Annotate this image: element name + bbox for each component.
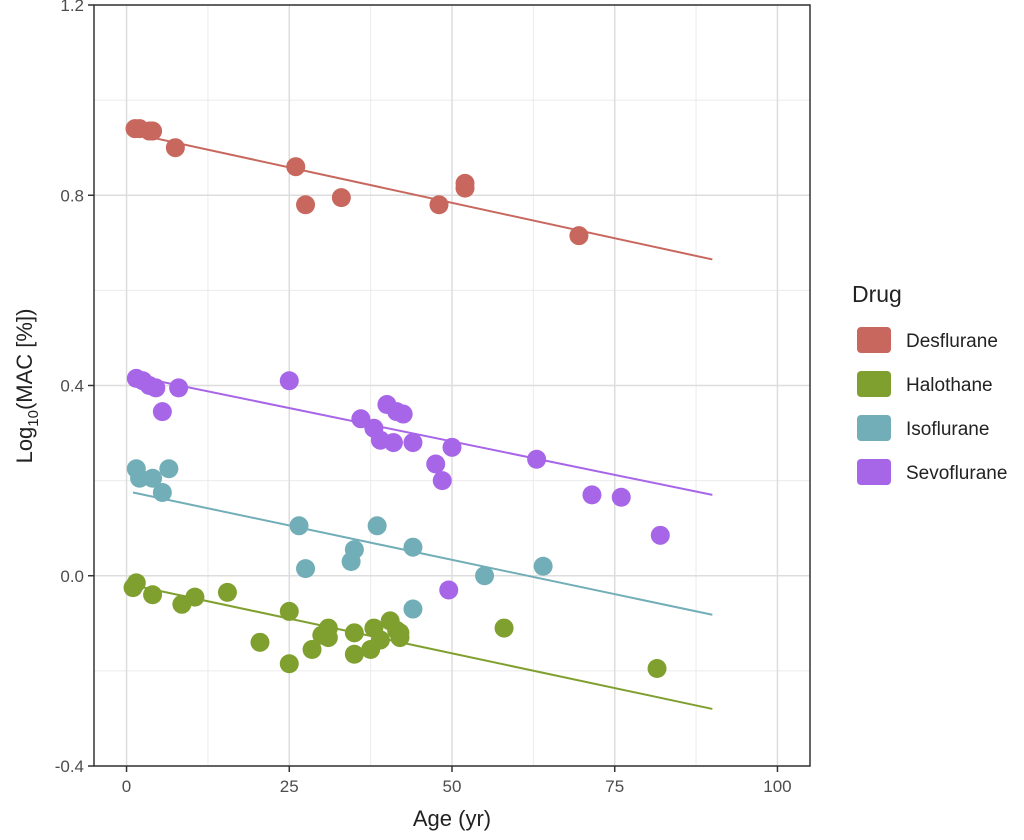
data-point-sevoflurane (403, 433, 423, 453)
legend-swatch-sevoflurane (857, 459, 891, 485)
data-point-halothane (279, 654, 299, 674)
data-point-desflurane (165, 138, 185, 158)
data-points (123, 119, 670, 678)
y-axis-label-subscript: 10 (25, 410, 42, 427)
data-point-sevoflurane (146, 378, 166, 398)
data-point-isoflurane (367, 516, 387, 536)
data-point-isoflurane (289, 516, 309, 536)
data-point-sevoflurane (426, 454, 446, 474)
legend-title: Drug (852, 281, 902, 307)
x-tick-label: 0 (122, 777, 131, 796)
y-axis-label-rest: (MAC [%]) (12, 309, 37, 410)
data-point-sevoflurane (351, 409, 371, 429)
data-point-halothane (494, 618, 514, 638)
data-point-halothane (126, 573, 146, 593)
data-point-isoflurane (403, 537, 423, 557)
data-point-desflurane (296, 195, 316, 215)
data-point-halothane (250, 632, 270, 652)
fit-lines (132, 132, 713, 710)
data-point-desflurane (331, 188, 351, 208)
data-point-halothane (279, 601, 299, 621)
y-tick-label: -0.4 (55, 757, 84, 776)
legend: Drug Desflurane Halothane Isoflurane Sevofl… (852, 281, 1007, 485)
data-point-halothane (370, 630, 390, 650)
legend-label-halothane: Halothane (906, 375, 993, 396)
x-axis-label: Age (yr) (413, 806, 491, 831)
y-tick-label: 0.8 (60, 186, 84, 205)
data-point-desflurane (429, 195, 449, 215)
x-tick-label: 25 (280, 777, 299, 796)
data-point-isoflurane (296, 559, 316, 579)
data-point-sevoflurane (279, 371, 299, 391)
data-point-sevoflurane (442, 437, 462, 457)
axes: 0 25 50 75 100 -0.4 0.0 0.4 0.8 1.2 (55, 0, 811, 796)
data-point-isoflurane (344, 540, 364, 560)
legend-label-sevoflurane: Sevoflurane (906, 463, 1007, 484)
data-point-halothane (344, 644, 364, 664)
fit-line-isoflurane (132, 491, 713, 616)
legend-label-desflurane: Desflurane (906, 331, 998, 352)
legend-swatch-halothane (857, 371, 891, 397)
data-point-sevoflurane (650, 525, 670, 545)
data-point-sevoflurane (152, 402, 172, 422)
data-point-halothane (647, 658, 667, 678)
legend-label-isoflurane: Isoflurane (906, 419, 989, 440)
data-point-halothane (217, 582, 237, 602)
data-point-sevoflurane (169, 378, 189, 398)
y-tick-label: 1.2 (60, 0, 84, 15)
grid-lines (94, 4, 810, 767)
x-tick-label: 75 (605, 777, 624, 796)
data-point-halothane (390, 623, 410, 643)
legend-swatch-desflurane (857, 327, 891, 353)
fit-line-desflurane (132, 132, 713, 261)
data-point-sevoflurane (383, 433, 403, 453)
fit-line-sevoflurane (132, 375, 713, 496)
data-point-halothane (318, 628, 338, 648)
x-tick-label: 50 (443, 777, 462, 796)
data-point-isoflurane (152, 483, 172, 503)
data-point-isoflurane (159, 459, 179, 479)
data-point-isoflurane (403, 599, 423, 619)
data-point-isoflurane (143, 468, 163, 488)
data-point-sevoflurane (527, 449, 547, 469)
data-point-halothane (302, 639, 322, 659)
data-point-halothane (143, 585, 163, 605)
y-axis-label: Log10(MAC [%]) (12, 309, 42, 464)
legend-swatch-isoflurane (857, 415, 891, 441)
y-tick-label: 0.4 (60, 377, 84, 396)
data-point-desflurane (286, 157, 306, 177)
data-point-isoflurane (130, 468, 150, 488)
data-point-sevoflurane (432, 471, 452, 491)
data-point-desflurane (569, 226, 589, 246)
data-point-desflurane (143, 121, 163, 141)
data-point-isoflurane (533, 556, 553, 576)
data-point-desflurane (455, 173, 475, 193)
data-point-isoflurane (475, 566, 495, 586)
data-point-sevoflurane (582, 485, 602, 505)
data-point-sevoflurane (393, 404, 413, 424)
data-point-sevoflurane (439, 580, 459, 600)
x-tick-label: 100 (763, 777, 791, 796)
data-point-halothane (185, 587, 205, 607)
y-axis-label-main: Log (12, 427, 37, 464)
fit-line-halothane (132, 584, 713, 710)
data-point-sevoflurane (611, 487, 631, 507)
y-tick-label: 0.0 (60, 567, 84, 586)
data-point-halothane (344, 623, 364, 643)
